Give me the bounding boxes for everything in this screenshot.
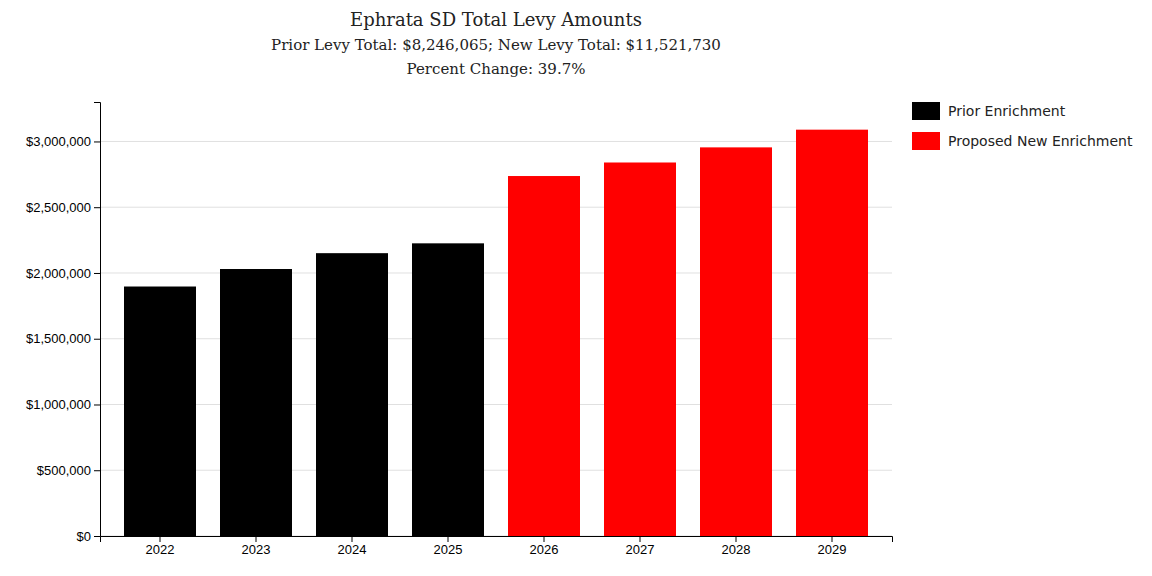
tick-mark — [832, 536, 833, 542]
tick: 2025 — [434, 536, 463, 557]
plot: 2022 2023 2024 2025 2026 2027 2028 2029 $0 $500,0… — [26, 103, 893, 558]
title-line: Prior Levy Total: $8,246,065; New Levy T… — [271, 36, 721, 54]
y-axis: $0 $500,000 $1,000,000 $1,500,000 $2,000,000… — [26, 103, 101, 544]
bar — [508, 176, 580, 536]
legend-swatch — [912, 132, 940, 150]
bar — [604, 162, 676, 536]
tick-mark — [94, 273, 100, 274]
tick: $2,000,000 — [26, 266, 100, 281]
tick-label: $0 — [77, 529, 91, 544]
tick: $1,500,000 — [26, 331, 100, 346]
tick-mark — [736, 536, 737, 542]
title-line: Percent Change: 39.7% — [407, 60, 586, 78]
grid-line — [100, 470, 892, 471]
tick-mark — [94, 141, 100, 142]
tick-label: $2,000,000 — [26, 266, 91, 281]
tick: $0 — [77, 529, 100, 544]
tick: 2022 — [146, 536, 175, 557]
title-line: Ephrata SD Total Levy Amounts — [350, 9, 642, 30]
tick-mark — [94, 470, 100, 471]
grid-line — [100, 272, 892, 273]
legend-item: Proposed New Enrichment — [912, 132, 1133, 150]
axis-line — [101, 537, 893, 543]
tick-label: $2,500,000 — [26, 200, 91, 215]
bar — [796, 130, 868, 536]
tick-label: 2022 — [146, 542, 175, 557]
tick: 2028 — [722, 536, 751, 557]
tick-mark — [544, 536, 545, 542]
tick-label: 2026 — [530, 542, 559, 557]
grid-line — [100, 404, 892, 405]
chart: Ephrata SD Total Levy Amounts Prior Levy … — [0, 0, 1152, 576]
tick: $3,000,000 — [26, 134, 100, 149]
tick-mark — [94, 404, 100, 405]
grid-line — [100, 338, 892, 339]
bar — [316, 253, 388, 536]
grid — [100, 141, 892, 536]
tick: 2029 — [818, 536, 847, 557]
tick: 2027 — [626, 536, 655, 557]
bar — [220, 269, 292, 536]
tick-mark — [94, 207, 100, 208]
legend-label: Prior Enrichment — [948, 103, 1066, 119]
tick: $2,500,000 — [26, 200, 100, 215]
tick: 2026 — [530, 536, 559, 557]
tick-mark — [94, 339, 100, 340]
series — [508, 130, 868, 536]
tick-label: 2027 — [626, 542, 655, 557]
legend: Prior Enrichment Proposed New Enrichment — [912, 102, 1133, 150]
bar — [700, 147, 772, 536]
x-axis: 2022 2023 2024 2025 2026 2027 2028 2029 — [101, 536, 893, 557]
bar — [412, 243, 484, 536]
bar — [124, 287, 196, 536]
tick-label: $500,000 — [37, 463, 91, 478]
tick-label: $1,000,000 — [26, 397, 91, 412]
grid-line — [100, 207, 892, 208]
title: Ephrata SD Total Levy Amounts Prior Levy … — [271, 9, 721, 78]
legend-label: Proposed New Enrichment — [948, 133, 1133, 149]
legend-item: Prior Enrichment — [912, 102, 1066, 120]
tick-mark — [448, 536, 449, 542]
tick-label: 2028 — [722, 542, 751, 557]
grid-line — [100, 141, 892, 142]
bars — [124, 130, 868, 536]
tick-label: 2024 — [338, 542, 367, 557]
tick-label: 2025 — [434, 542, 463, 557]
legend-swatch — [912, 102, 940, 120]
tick-label: $3,000,000 — [26, 134, 91, 149]
tick: 2024 — [338, 536, 367, 557]
tick: $500,000 — [37, 463, 100, 478]
tick-label: 2023 — [242, 542, 271, 557]
tick-mark — [160, 536, 161, 542]
tick-mark — [94, 536, 100, 537]
tick-mark — [640, 536, 641, 542]
axis-line — [94, 103, 101, 537]
tick-mark — [352, 536, 353, 542]
series — [124, 243, 484, 536]
tick: 2023 — [242, 536, 271, 557]
tick-mark — [256, 536, 257, 542]
tick-label: 2029 — [818, 542, 847, 557]
tick-label: $1,500,000 — [26, 331, 91, 346]
tick: $1,000,000 — [26, 397, 100, 412]
